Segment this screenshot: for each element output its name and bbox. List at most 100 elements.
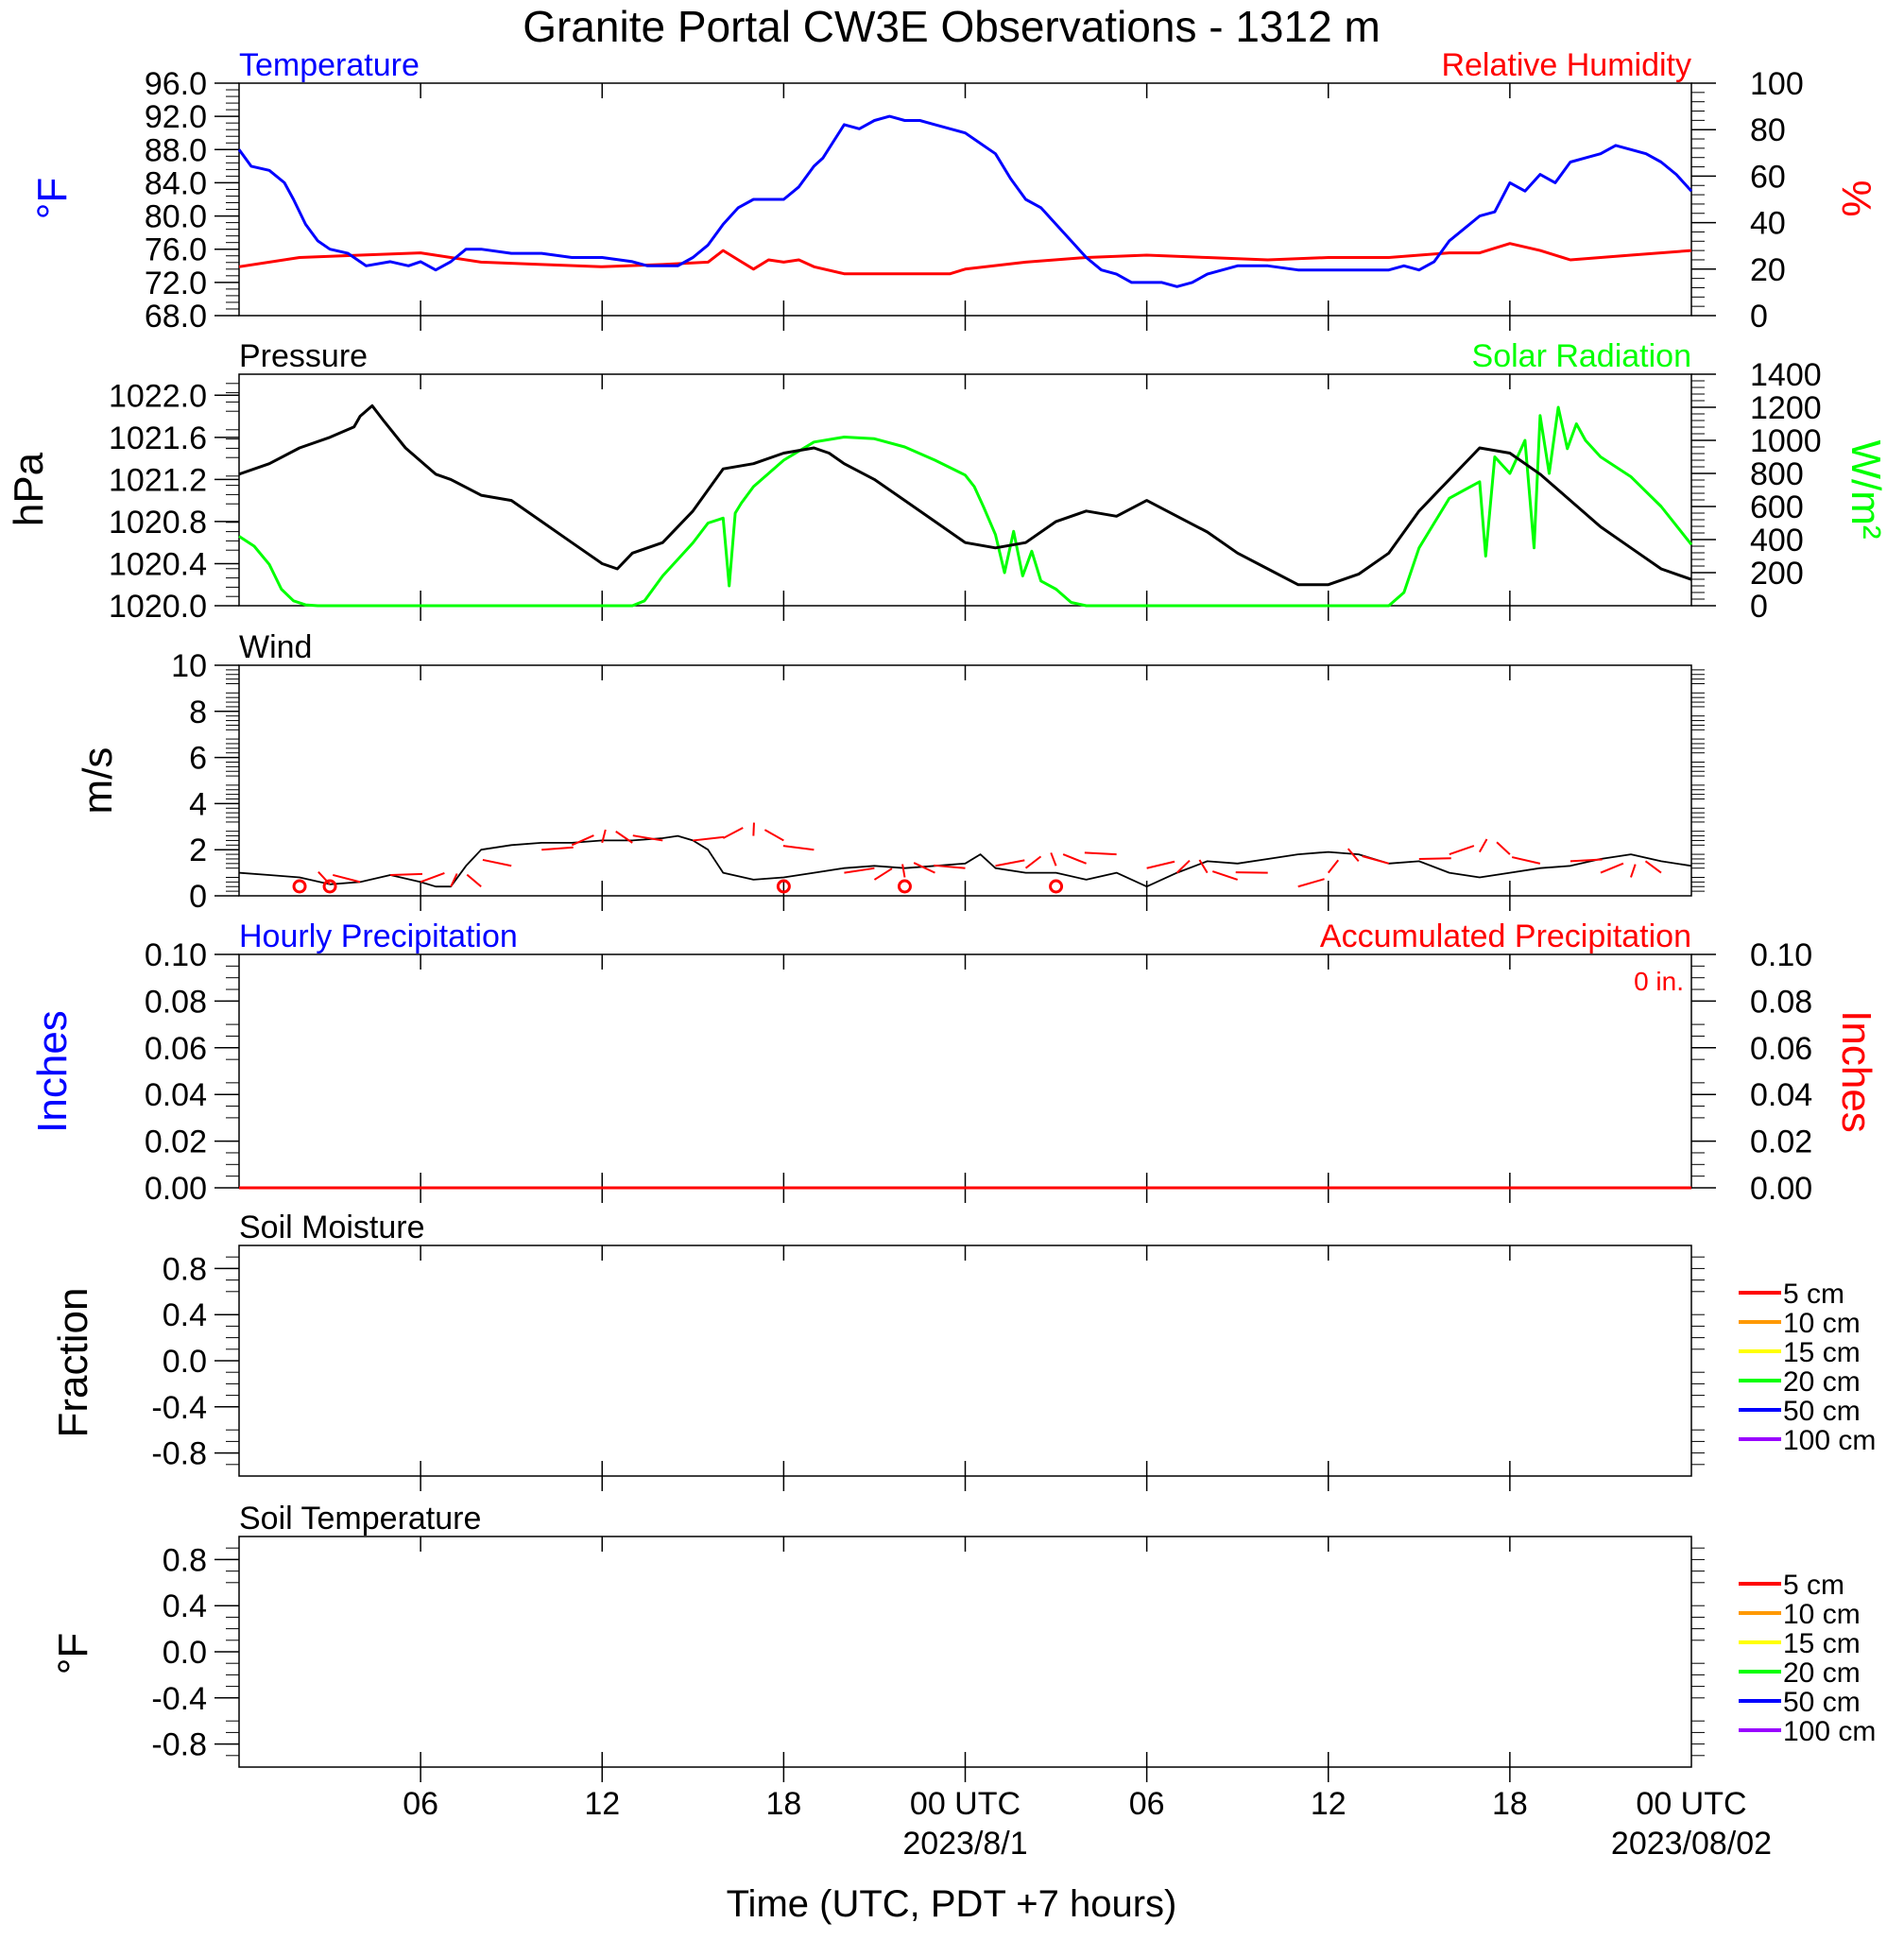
y-axis-label-soil-moisture: Fraction — [50, 1288, 96, 1438]
y-tick-label-right: 200 — [1750, 556, 1804, 592]
series-line-temperature — [237, 114, 1693, 288]
panel-temperature-humidity: Temperature Relative Humidity 96.092.088.0… — [29, 47, 1879, 335]
wind-barb — [693, 835, 725, 842]
y-tick-label: 0.0 — [163, 1635, 207, 1671]
wind-barb — [1327, 859, 1340, 874]
calm-marker — [292, 879, 307, 894]
y-tick-label: 0.00 — [145, 1171, 207, 1207]
y-tick-label: -0.8 — [151, 1436, 207, 1472]
panel-title-humidity: Relative Humidity — [1441, 47, 1691, 83]
legend-entry: 100 cm — [1739, 1425, 1876, 1456]
wind-barb — [420, 872, 445, 884]
wind-barb — [722, 827, 744, 839]
plot-frame — [238, 664, 1692, 897]
legend-entry: 20 cm — [1739, 1366, 1861, 1398]
legend-label: 20 cm — [1783, 1657, 1861, 1689]
y-axis-label-wind: m/s — [75, 747, 121, 815]
wind-barb — [995, 859, 1025, 867]
y-tick-label: 80.0 — [145, 199, 207, 235]
wind-barb — [934, 864, 966, 869]
legend-label: 5 cm — [1783, 1570, 1844, 1601]
wind-barb — [901, 864, 906, 878]
y-tick-label: 1022.0 — [109, 378, 207, 414]
wind-barb — [571, 834, 594, 847]
legend-entry: 20 cm — [1739, 1657, 1861, 1689]
time-axis: 06 12 18 00 UTC 06 12 18 00 UTC 2023/8/1 2023/08/… — [403, 1786, 1772, 1862]
accum-total-label: 0 in. — [1634, 967, 1684, 996]
wind-barb — [844, 867, 875, 874]
y-tick-label: 0.06 — [145, 1031, 207, 1067]
y-tick-label-right: 1400 — [1750, 357, 1822, 393]
x-tick-label: 18 — [765, 1786, 801, 1822]
y-tick-label: 0 — [189, 879, 207, 915]
x-axis-label: Time (UTC, PDT +7 hours) — [727, 1883, 1177, 1925]
y-tick-label-right: 20 — [1750, 252, 1786, 288]
y-tick-label: 0.4 — [163, 1297, 207, 1333]
wind-barb — [1175, 859, 1191, 874]
x-tick-label: 18 — [1492, 1786, 1528, 1822]
legend-entry: 100 cm — [1739, 1716, 1876, 1747]
x-tick-label: 00 UTC — [1636, 1786, 1746, 1822]
wind-barb — [482, 858, 512, 867]
panel-title-soil-moisture: Soil Moisture — [239, 1210, 425, 1245]
y-tick-label: -0.4 — [151, 1681, 207, 1717]
y-tick-label: 0.8 — [163, 1251, 207, 1287]
y-tick-label-right: 0.04 — [1750, 1077, 1812, 1113]
y-tick-label-right: 60 — [1750, 159, 1786, 195]
wind-barb — [1362, 855, 1390, 865]
x-tick-label: 12 — [584, 1786, 620, 1822]
wind-barb — [913, 862, 935, 874]
y-tick-label-right: 80 — [1750, 112, 1786, 148]
y-tick-label: 6 — [189, 741, 207, 777]
legend-label: 100 cm — [1783, 1425, 1876, 1456]
y-tick-label: 1021.2 — [109, 462, 207, 498]
y-tick-label-right: 600 — [1750, 489, 1804, 525]
panel-pressure-solar: Pressure Solar Radiation 1022.0 1021.6 1021.… — [6, 338, 1889, 625]
legend-entry: 5 cm — [1739, 1279, 1844, 1310]
y-axis-label-accum-precip: Inches — [1833, 1010, 1879, 1133]
legend-label: 15 cm — [1783, 1337, 1861, 1368]
y-tick-label-right: 0.06 — [1750, 1031, 1812, 1067]
calm-marker — [1049, 879, 1064, 894]
wind-barb — [1198, 859, 1209, 874]
wind-barb — [1024, 855, 1042, 869]
y-tick-label: 96.0 — [145, 66, 207, 102]
legend-entry: 50 cm — [1739, 1396, 1861, 1427]
legend-label: 10 cm — [1783, 1599, 1861, 1630]
panel-title-pressure: Pressure — [239, 338, 368, 374]
legend-entry: 5 cm — [1739, 1570, 1844, 1601]
plot-frame — [238, 953, 1692, 1189]
y-tick-label-right: 0.00 — [1750, 1171, 1812, 1207]
y-tick-label: 1021.6 — [109, 421, 207, 456]
x-tick-label: 06 — [1129, 1786, 1165, 1822]
panel-soil-moisture: Soil Moisture 0.8 0.4 0.0 -0.4 -0.8 Fraction 5 … — [50, 1210, 1876, 1491]
legend-label: 50 cm — [1783, 1687, 1861, 1718]
y-tick-label: 72.0 — [145, 266, 207, 301]
legend-label: 15 cm — [1783, 1628, 1861, 1659]
legend-entry: 15 cm — [1739, 1337, 1861, 1368]
legend-label: 50 cm — [1783, 1396, 1861, 1427]
wind-barb — [752, 822, 755, 836]
wind-barb — [1062, 853, 1087, 865]
y-tick-label: 0.08 — [145, 984, 207, 1020]
y-axis-label-humidity: % — [1833, 180, 1879, 216]
x-date-label: 2023/08/02 — [1611, 1826, 1772, 1862]
y-tick-label: 2 — [189, 833, 207, 868]
y-axis-label-solar: W/m² — [1843, 439, 1889, 539]
y-tick-label: 92.0 — [145, 99, 207, 135]
y-tick-label-right: 400 — [1750, 523, 1804, 558]
y-tick-label: 0.0 — [163, 1344, 207, 1380]
plot-frame — [238, 1245, 1692, 1477]
calm-marker — [776, 879, 791, 894]
x-tick-label: 06 — [403, 1786, 438, 1822]
wind-barb — [1600, 862, 1624, 874]
panels-group: Temperature Relative Humidity 96.092.088.0… — [6, 47, 1889, 1782]
wind-barb — [541, 846, 574, 851]
y-tick-label-right: 1000 — [1750, 423, 1822, 459]
wind-barb — [763, 829, 784, 842]
wind-barb — [632, 834, 663, 842]
y-tick-label: 4 — [189, 786, 207, 822]
plot-frame — [238, 1536, 1692, 1768]
plot-frame — [238, 373, 1692, 607]
wind-barb — [873, 867, 893, 881]
